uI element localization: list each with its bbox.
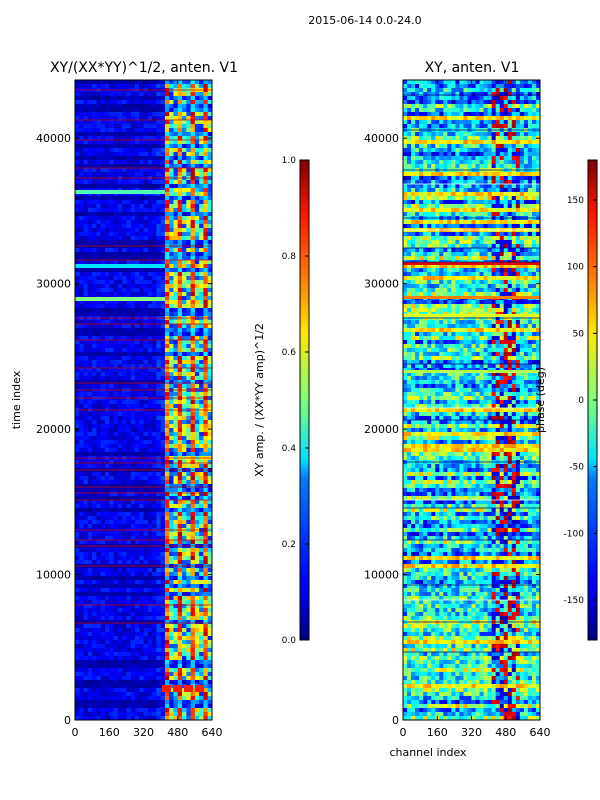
colorbar-tick-label: 0.6: [282, 348, 297, 358]
x-tick-label: 320: [133, 726, 154, 739]
panel2-heatmap: [403, 80, 541, 721]
panel1-heatmap: [75, 80, 213, 721]
colorbar-tick-label: 100: [567, 263, 584, 273]
y-tick-label: 40000: [364, 132, 399, 145]
colorbar-tick-label: -150: [564, 596, 585, 606]
colorbar1: [299, 159, 310, 641]
colorbar-tick-label: 0.4: [282, 444, 297, 454]
colorbar-tick-label: -100: [564, 529, 585, 539]
colorbar-tick-label: 0: [578, 396, 584, 406]
colorbar2-label: phase (deg): [534, 367, 547, 433]
colorbar-tick-label: 150: [567, 196, 584, 206]
y-tick-label: 10000: [364, 569, 399, 582]
colorbar-tick-label: 0.0: [282, 636, 297, 646]
y-tick-label: 0: [64, 714, 71, 727]
panel1-title: XY/(XX*YY)^1/2, anten. V1: [50, 60, 238, 76]
panel1-ylabel: time index: [10, 370, 23, 429]
x-tick-label: 320: [461, 726, 482, 739]
colorbar1-label: XY amp. / (XX*YY amp)^1/2: [253, 323, 266, 477]
panel2-title: XY, anten. V1: [425, 60, 520, 76]
panel2-xlabel: channel index: [389, 746, 467, 759]
y-tick-label: 20000: [36, 423, 71, 436]
x-tick-label: 640: [530, 726, 551, 739]
x-tick-label: 160: [427, 726, 448, 739]
y-tick-label: 30000: [364, 278, 399, 291]
x-tick-label: 480: [495, 726, 516, 739]
x-tick-label: 160: [99, 726, 120, 739]
y-tick-label: 40000: [36, 132, 71, 145]
colorbar-tick-label: 1.0: [282, 156, 297, 166]
colorbar-tick-label: 0.2: [282, 540, 296, 550]
x-tick-label: 0: [72, 726, 79, 739]
x-tick-label: 640: [202, 726, 223, 739]
colorbar-tick-label: 0.8: [282, 252, 297, 262]
y-tick-label: 0: [392, 714, 399, 727]
y-tick-label: 30000: [36, 278, 71, 291]
x-tick-label: 0: [400, 726, 407, 739]
figure-suptitle: 2015-06-14 0.0-24.0: [308, 14, 422, 27]
y-tick-label: 10000: [36, 569, 71, 582]
y-tick-label: 20000: [364, 423, 399, 436]
colorbar-tick-label: 50: [573, 329, 585, 339]
x-tick-label: 480: [167, 726, 188, 739]
colorbar-tick-label: -50: [569, 463, 584, 473]
